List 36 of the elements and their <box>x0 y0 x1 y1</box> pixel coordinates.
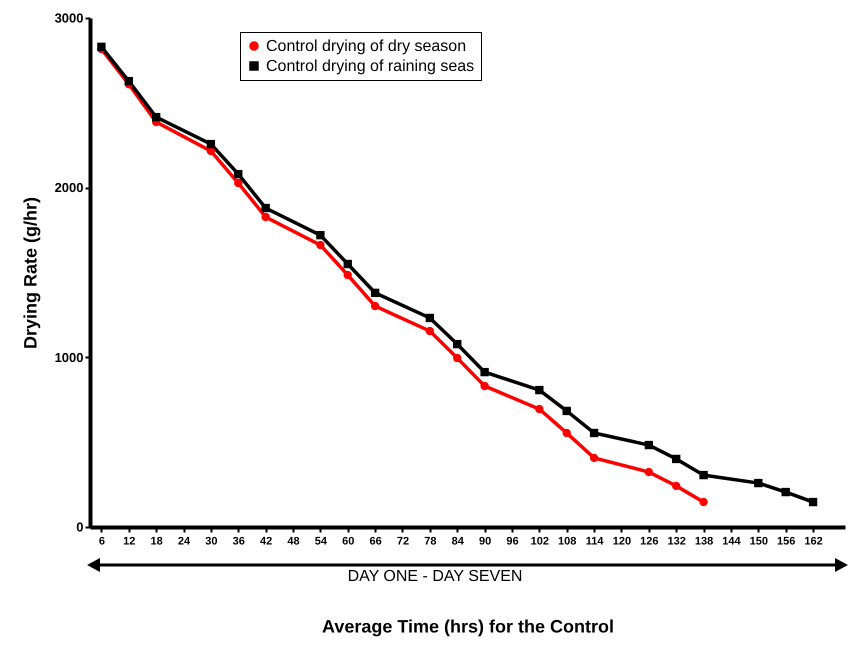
x-tick-label: 96 <box>506 536 519 548</box>
x-tick-label: 84 <box>452 536 465 548</box>
x-tick-label: 48 <box>287 536 300 548</box>
x-axis-title: Average Time (hrs) for the Control <box>322 616 614 636</box>
x-tick-label: 12 <box>123 536 136 548</box>
x-tick-label: 126 <box>640 536 659 548</box>
x-tick-label: 108 <box>558 536 576 548</box>
x-tick-label: 144 <box>722 536 742 548</box>
x-tick-label: 66 <box>369 536 382 548</box>
x-tick-label: 102 <box>530 536 550 548</box>
x-tick-label: 36 <box>232 536 245 548</box>
x-tick-label: 162 <box>804 536 823 548</box>
x-tick-label: 78 <box>424 536 436 548</box>
x-tick-label: 18 <box>150 536 163 548</box>
x-tick-label: 54 <box>314 536 328 548</box>
legend-label: Control drying of raining seas <box>266 58 474 75</box>
x-tick-label: 24 <box>178 536 192 548</box>
y-tick-label: 3000 <box>54 10 84 26</box>
y-tick-label: 2000 <box>54 180 84 196</box>
x-tick-label: 6 <box>98 536 105 548</box>
text: DAY ONE - DAY SEVEN <box>346 568 524 586</box>
x-tick-label: 132 <box>668 536 686 548</box>
x-tick-label: 60 <box>342 536 354 548</box>
y-tick-label: 1000 <box>54 350 84 365</box>
y-axis-title: Drying Rate (g/hr) <box>20 196 41 350</box>
x-tick-label: 90 <box>478 536 492 548</box>
x-tick-label: 156 <box>777 536 796 548</box>
legend-label: Control drying of dry season <box>266 38 466 55</box>
y-tick-label: 0 <box>76 520 84 534</box>
x-tick-label: 72 <box>396 536 410 548</box>
x-tick-label: 114 <box>586 536 604 548</box>
x-tick-label: 30 <box>205 536 218 548</box>
x-tick-label: 138 <box>694 536 714 548</box>
x-tick-label: 42 <box>260 536 272 548</box>
x-tick-label: 150 <box>750 536 768 548</box>
x-tick-label: 120 <box>612 536 632 548</box>
